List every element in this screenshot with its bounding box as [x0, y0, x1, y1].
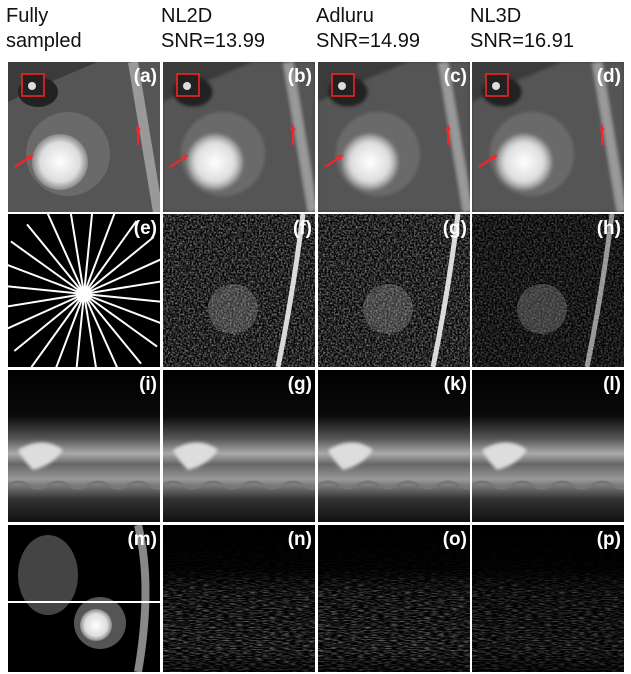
blob — [517, 284, 567, 334]
column-header: Fully — [6, 5, 48, 27]
image-panel: (k) — [318, 370, 478, 522]
panel-label: (p) — [597, 529, 621, 550]
image-panel: (i) — [8, 370, 168, 522]
column-header: SNR=16.91 — [470, 30, 574, 52]
panel-label: (i) — [139, 374, 157, 395]
center — [76, 286, 92, 302]
panel-label: (c) — [444, 66, 467, 87]
image-panel: (n) — [163, 525, 315, 672]
panel-label: (f) — [293, 218, 312, 239]
panel-label: (k) — [444, 374, 467, 395]
inset-dot — [338, 82, 346, 90]
figure: (a) (b) (c) (d) (e) (f) (g) (h) (i) (g) (k) (l) (m) (… — [0, 0, 631, 674]
image-panel: (b) — [163, 62, 315, 212]
image-panel: (a) — [8, 62, 160, 212]
image-panel: (h) — [472, 214, 624, 367]
panel-label: (g) — [443, 218, 467, 239]
column-header: SNR=14.99 — [316, 30, 420, 52]
cavity — [496, 134, 552, 190]
column-header: SNR=13.99 — [161, 30, 265, 52]
panel-label: (l) — [603, 374, 621, 395]
panel-label: (g) — [288, 374, 312, 395]
column-header: NL3D — [470, 5, 521, 27]
column-header: NL2D — [161, 5, 212, 27]
blob — [208, 284, 258, 334]
panel-label: (a) — [134, 66, 157, 87]
panel-label: (d) — [597, 66, 621, 87]
cavity — [342, 134, 398, 190]
inset-dot — [183, 82, 191, 90]
blob — [363, 284, 413, 334]
image-panel: (p) — [472, 525, 624, 672]
inset-dot — [492, 82, 500, 90]
image-panel: (e) — [0, 204, 174, 383]
panel-label: (b) — [288, 66, 312, 87]
cavity — [80, 609, 112, 641]
panel-label: (o) — [443, 529, 467, 550]
cavity — [187, 134, 243, 190]
image-panel: (g) — [318, 214, 470, 367]
panel-grid: (a) (b) (c) (d) (e) (f) (g) (h) (i) (g) (k) (l) (m) (… — [0, 62, 631, 672]
inset-dot — [28, 82, 36, 90]
panel-label: (h) — [597, 218, 621, 239]
panel-label: (e) — [134, 218, 157, 239]
image-panel: (f) — [163, 214, 315, 367]
image-panel: (g) — [163, 370, 323, 522]
column-header: Adluru — [316, 5, 374, 27]
image-panel: (m) — [8, 525, 160, 672]
image-panel: (l) — [472, 370, 631, 522]
image-panel: (o) — [318, 525, 470, 672]
image-panel: (c) — [318, 62, 470, 212]
panel-label: (m) — [127, 529, 157, 550]
image-panel: (d) — [472, 62, 624, 212]
column-headers: Fully sampled NL2D SNR=13.99 Adluru SNR=14.99… — [6, 5, 574, 52]
cavity — [32, 134, 88, 190]
column-header: sampled — [6, 30, 82, 52]
panel-label: (n) — [288, 529, 312, 550]
